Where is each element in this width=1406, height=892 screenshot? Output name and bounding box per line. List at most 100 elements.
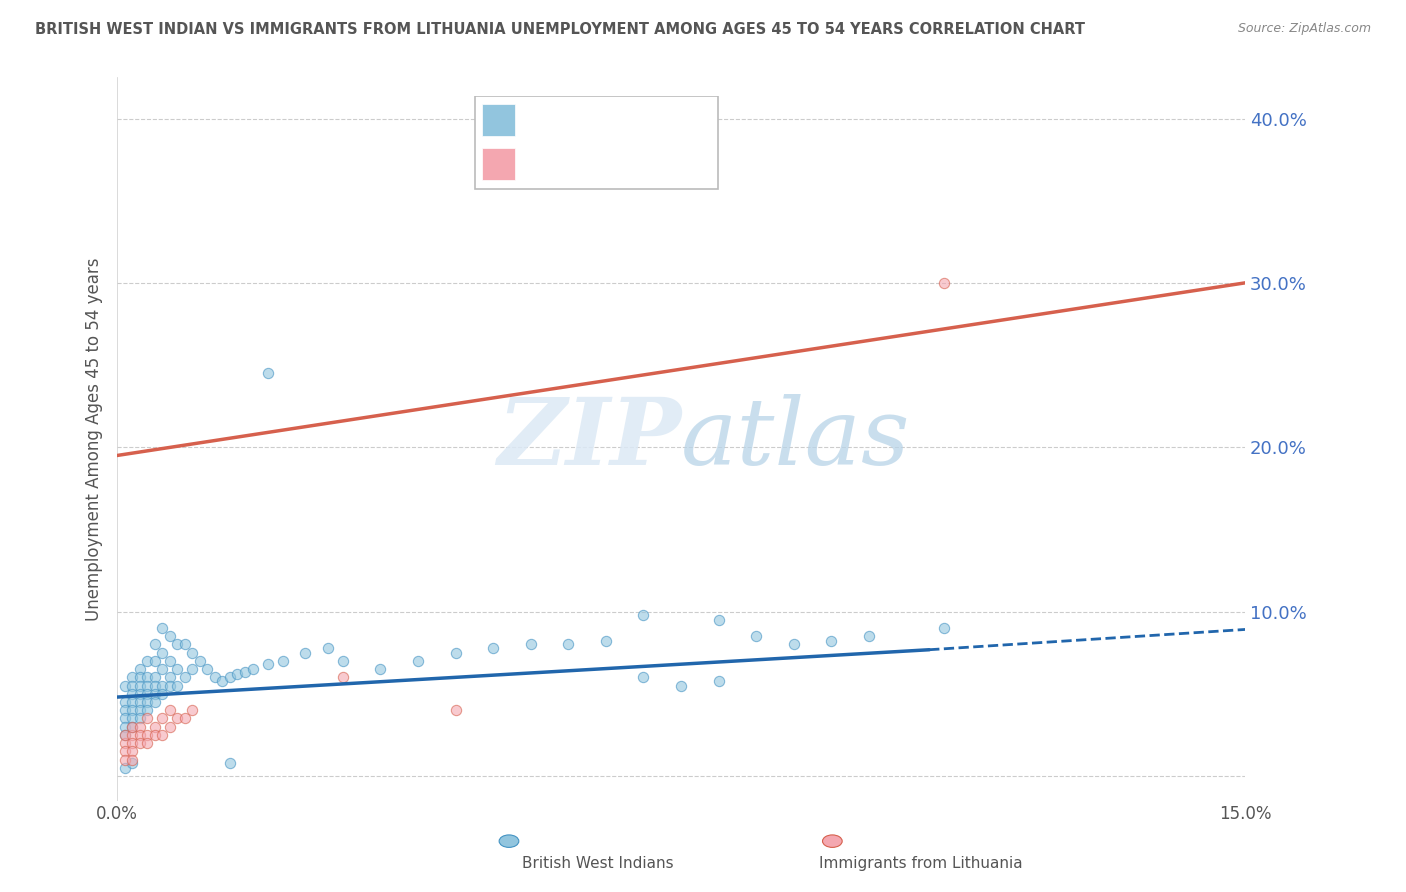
Point [136,728,159,742]
Point [136,670,159,684]
Text: Immigrants from Lithuania: Immigrants from Lithuania [820,856,1022,871]
Point [181,646,204,660]
Point [121,695,143,709]
Point [143,720,166,734]
Point [136,711,159,725]
Point [150,728,173,742]
Point [181,662,204,676]
Point [114,695,136,709]
Point [121,711,143,725]
Point [150,646,173,660]
Point [332,654,354,668]
Point [159,679,181,693]
Point [121,720,143,734]
Point [121,703,143,717]
Point [136,687,159,701]
Point [128,695,150,709]
Point [633,607,655,622]
Point [173,638,195,652]
Point [150,662,173,676]
Point [121,752,143,766]
Point [121,744,143,758]
Point [233,665,256,680]
Point [188,654,211,668]
Point [858,629,880,643]
Point [219,756,242,770]
Point [173,670,195,684]
Point [128,670,150,684]
Point [114,728,136,742]
Point [114,679,136,693]
Point [114,736,136,750]
Point [128,736,150,750]
Point [159,654,181,668]
Point [136,654,159,668]
Point [934,621,956,635]
Y-axis label: Unemployment Among Ages 45 to 54 years: Unemployment Among Ages 45 to 54 years [86,257,103,621]
Point [128,728,150,742]
Point [557,638,579,652]
Point [136,679,159,693]
Point [114,761,136,775]
Point [745,629,768,643]
Point [114,728,136,742]
Point [166,662,188,676]
Text: atlas: atlas [681,394,911,484]
Point [211,673,233,688]
Point [519,638,541,652]
Point [136,703,159,717]
Point [166,711,188,725]
Point [136,736,159,750]
Point [444,646,467,660]
Point [121,736,143,750]
Point [143,638,166,652]
Point [128,679,150,693]
Point [368,662,391,676]
Point [159,720,181,734]
Point [114,703,136,717]
Point [150,687,173,701]
Point [121,756,143,770]
Point [150,679,173,693]
Point [406,654,429,668]
Text: Source: ZipAtlas.com: Source: ZipAtlas.com [1237,22,1371,36]
Point [143,670,166,684]
Point [128,687,150,701]
Point [128,711,150,725]
Text: BRITISH WEST INDIAN VS IMMIGRANTS FROM LITHUANIA UNEMPLOYMENT AMONG AGES 45 TO 5: BRITISH WEST INDIAN VS IMMIGRANTS FROM L… [35,22,1085,37]
Point [121,670,143,684]
Point [114,720,136,734]
Point [159,670,181,684]
Point [121,728,143,742]
Point [633,670,655,684]
Point [143,695,166,709]
Point [256,366,278,380]
Point [197,662,219,676]
Text: ZIP: ZIP [496,394,681,484]
Point [204,670,226,684]
Point [166,638,188,652]
Point [121,679,143,693]
Point [271,654,294,668]
Point [482,640,505,655]
Point [173,711,195,725]
Point [136,695,159,709]
Point [143,687,166,701]
Point [114,744,136,758]
Point [128,662,150,676]
Point [166,679,188,693]
Point [114,711,136,725]
Point [444,703,467,717]
Point [256,657,278,672]
Point [219,670,242,684]
Point [783,638,806,652]
Point [934,276,956,290]
Point [707,613,730,627]
Point [159,703,181,717]
Point [114,752,136,766]
Point [332,670,354,684]
Point [143,728,166,742]
Point [121,720,143,734]
Text: British West Indians: British West Indians [522,856,673,871]
Point [128,703,150,717]
